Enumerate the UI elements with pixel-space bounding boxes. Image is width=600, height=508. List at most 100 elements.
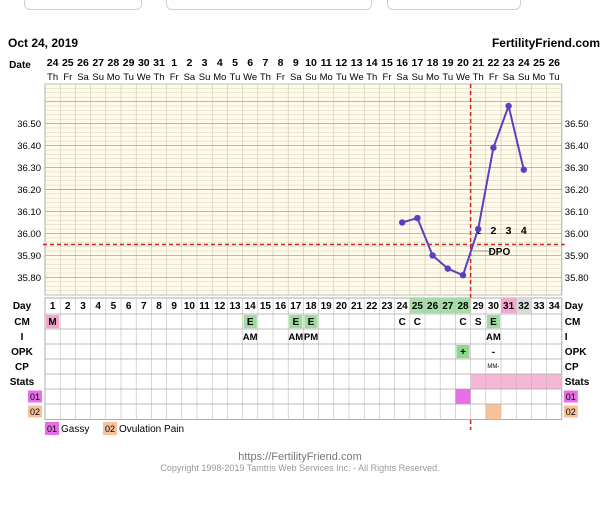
- intercourse-value: AM: [486, 332, 501, 343]
- cycle-day-label: 33: [533, 301, 545, 312]
- cycle-day-label: 18: [305, 301, 317, 312]
- date-label: 17: [412, 57, 424, 69]
- date-label: 6: [247, 57, 253, 69]
- y-tick-left: 36.40: [17, 141, 41, 152]
- weekday-label: We: [350, 72, 364, 83]
- date-label: 9: [293, 57, 299, 69]
- cycle-day-label: 1: [50, 301, 56, 312]
- weekday-label: Mo: [426, 72, 439, 83]
- cycle-day-label: 29: [473, 301, 485, 312]
- y-tick-left: 36.20: [17, 185, 41, 196]
- intercourse-value: AM: [243, 332, 258, 343]
- y-tick-right: 36.00: [565, 229, 589, 240]
- date-label: 21: [472, 57, 484, 69]
- opk-cell: [456, 345, 470, 359]
- footer-copyright: Copyright 1998-2019 Tamtris Web Services…: [160, 463, 440, 473]
- y-tick-left: 36.50: [17, 119, 41, 130]
- legend-swatch: [45, 422, 59, 435]
- weekday-label: Fr: [383, 72, 392, 83]
- row-label-left: I: [21, 332, 24, 343]
- symptom-code-swatch-left: [28, 390, 42, 403]
- weekday-label: Mo: [320, 72, 333, 83]
- date-label: 28: [108, 57, 120, 69]
- cycle-day-label: 34: [549, 301, 561, 312]
- y-tick-right: 35.80: [565, 273, 589, 284]
- weekday-label: Mo: [532, 72, 545, 83]
- date-label: 26: [77, 57, 89, 69]
- weekday-label: Mo: [213, 72, 226, 83]
- day-highlight-pink: [501, 298, 517, 314]
- cm-value: M: [48, 317, 56, 328]
- day-highlight-green: [440, 298, 456, 314]
- cycle-day-label: 19: [321, 301, 333, 312]
- cycle-day-label: 13: [229, 301, 241, 312]
- intercourse-value: AM: [288, 332, 303, 343]
- cycle-day-label: 32: [518, 301, 530, 312]
- cycle-day-label: 5: [111, 301, 117, 312]
- dpo-label: DPO: [489, 247, 511, 258]
- cycle-day-label: 31: [503, 301, 515, 312]
- date-label: 23: [503, 57, 515, 69]
- y-tick-left: 35.80: [17, 273, 41, 284]
- row-label-right: Stats: [565, 377, 590, 388]
- cycle-day-label: 22: [366, 301, 378, 312]
- date-label: 1: [171, 57, 177, 69]
- temperature-point: [475, 225, 482, 233]
- top-button-right[interactable]: [387, 0, 521, 10]
- cm-value: S: [475, 317, 482, 328]
- day-highlight-green: [455, 298, 471, 314]
- day-highlight-green: [425, 298, 441, 314]
- weekday-label: Fr: [63, 72, 72, 83]
- weekday-label: Sa: [77, 72, 89, 83]
- weekday-label: Fr: [489, 72, 498, 83]
- y-tick-left: 35.90: [17, 251, 41, 262]
- cycle-day-label: 6: [126, 301, 132, 312]
- y-tick-left: 36.00: [17, 229, 41, 240]
- cycle-day-label: 3: [80, 301, 86, 312]
- cycle-day-label: 26: [427, 301, 439, 312]
- date-label: 27: [92, 57, 104, 69]
- y-tick-left: 36.30: [17, 163, 41, 174]
- date-label: 26: [548, 57, 560, 69]
- date-label: 5: [232, 57, 238, 69]
- weekday-label: Su: [518, 72, 530, 83]
- date-label: 25: [62, 57, 74, 69]
- date-label: 2: [186, 57, 192, 69]
- date-label: 8: [278, 57, 284, 69]
- date-label: 29: [123, 57, 135, 69]
- cm-cell: [46, 315, 60, 329]
- cm-value: E: [247, 317, 254, 328]
- date-label: 25: [533, 57, 545, 69]
- weekday-label: Tu: [549, 72, 560, 83]
- weekday-label: Sa: [503, 72, 515, 83]
- weekday-label: Th: [473, 72, 484, 83]
- top-button-left[interactable]: [24, 0, 142, 10]
- weekday-label: Tu: [442, 72, 453, 83]
- cycle-day-label: 2: [65, 301, 71, 312]
- weekday-label: Tu: [123, 72, 134, 83]
- date-label: 14: [366, 57, 378, 69]
- row-label-right: I: [565, 332, 568, 343]
- y-tick-left: 36.10: [17, 207, 41, 218]
- footer-url[interactable]: https://FertilityFriend.com: [238, 451, 362, 463]
- dpo-number: 3: [506, 225, 512, 237]
- legend-code: 02: [105, 424, 115, 434]
- weekday-label: Su: [412, 72, 424, 83]
- temperature-point: [429, 252, 436, 259]
- date-label: 19: [442, 57, 454, 69]
- temperature-point: [414, 214, 421, 222]
- top-button-center[interactable]: [166, 0, 372, 10]
- chart-date: Oct 24, 2019: [8, 36, 78, 50]
- symptom-code-left: 02: [30, 407, 40, 417]
- weekday-label: Mo: [107, 72, 120, 83]
- cycle-day-label: 16: [275, 301, 287, 312]
- cycle-day-label: 12: [214, 301, 226, 312]
- date-label: 24: [47, 57, 59, 69]
- cm-value: E: [308, 317, 315, 328]
- site-name: FertilityFriend.com: [492, 36, 600, 50]
- cycle-day-label: 21: [351, 301, 363, 312]
- y-tick-right: 35.90: [565, 251, 589, 262]
- cm-value: E: [292, 317, 299, 328]
- temperature-point: [444, 265, 451, 272]
- date-row-label: Date: [9, 60, 31, 71]
